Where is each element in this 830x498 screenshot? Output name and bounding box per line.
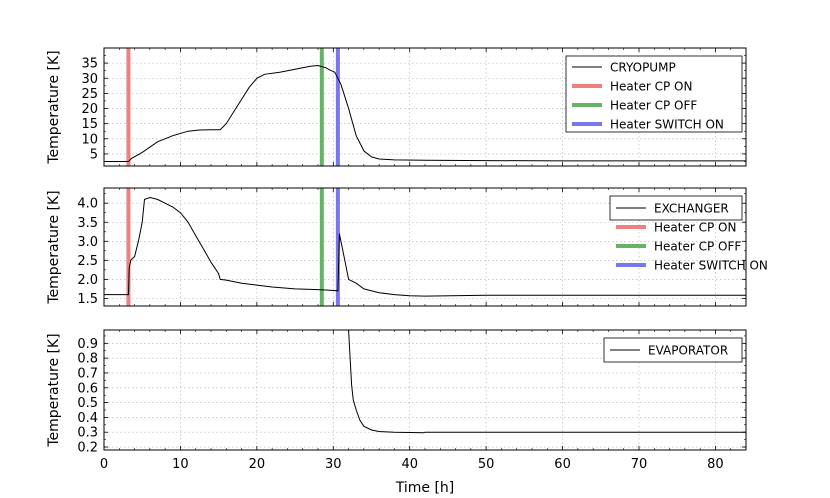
- axes-frame: [103, 187, 747, 307]
- legend-label: Heater CP OFF: [610, 99, 697, 113]
- y-axis-label: Temperature [K]: [46, 333, 62, 447]
- y-tick-label: 3.0: [77, 235, 98, 250]
- x-tick-label: 60: [554, 457, 571, 472]
- series-exchanger: [104, 196, 746, 297]
- y-tick-label: 0.8: [77, 352, 98, 367]
- legend: EVAPORATOR: [603, 337, 743, 363]
- x-tick-label: 30: [325, 457, 342, 472]
- y-tick-label: 10: [81, 132, 98, 147]
- y-tick-label: 25: [81, 87, 98, 102]
- y-tick-label: 0.3: [77, 426, 98, 441]
- chart-panel-2: 1.5 2.0 2.5 3.0 3.5 4.0 Temperature [K] EXCHANG…: [46, 187, 768, 307]
- y-tick-label: 2.0: [77, 273, 98, 288]
- y-axis-label: Temperature [K]: [46, 190, 62, 304]
- y-tick-label: 0.4: [77, 411, 98, 426]
- series-cryopump: [104, 64, 746, 162]
- y-tick-label: 2.5: [77, 254, 98, 269]
- y-axis-label: Temperature [K]: [46, 50, 62, 164]
- legend-box: [565, 55, 743, 133]
- legend-label: Heater SWITCH ON: [610, 118, 724, 132]
- legend-label: Heater CP ON: [654, 221, 736, 235]
- x-tick-label: 50: [478, 457, 495, 472]
- legend: EXCHANGER Heater CP ON Heater CP OFF Heater…: [609, 195, 768, 273]
- y-tick-label: 35: [81, 57, 98, 72]
- x-tick-label: 40: [401, 457, 418, 472]
- axes-frame: [103, 47, 747, 167]
- y-tick-label: 15: [81, 117, 98, 132]
- y-tick-label: 0.6: [77, 381, 98, 396]
- y-tick-label: 0.7: [77, 366, 98, 381]
- legend-label: Heater CP OFF: [654, 240, 741, 254]
- x-tick-label: 70: [631, 457, 648, 472]
- legend-label: EVAPORATOR: [648, 344, 728, 358]
- x-tick-label: 10: [172, 457, 189, 472]
- legend: CRYOPUMP Heater CP ON Heater CP OFF Heater …: [565, 55, 743, 133]
- x-tick-label: 80: [707, 457, 724, 472]
- y-tick-label: 30: [81, 72, 98, 87]
- x-tick-label: 20: [249, 457, 266, 472]
- y-tick-label: 0.5: [77, 396, 98, 411]
- y-tick-label: 0.9: [77, 337, 98, 352]
- legend-label: CRYOPUMP: [610, 61, 676, 75]
- y-tick-label: 5: [90, 147, 98, 162]
- y-tick-label: 3.5: [77, 216, 98, 231]
- y-tick-label: 0.2: [77, 441, 98, 456]
- legend-label: Heater CP ON: [610, 80, 692, 94]
- axes-frame: [103, 329, 747, 451]
- series-evaporator: [348, 330, 746, 434]
- y-tick-label: 4.0: [77, 197, 98, 212]
- y-tick-label: 20: [81, 102, 98, 117]
- y-tick-label: 1.5: [77, 292, 98, 307]
- legend-label: EXCHANGER: [654, 202, 729, 216]
- chart-panel-3: 0.20.30.40.50.60.70.80.9 0 10 20 30 40 50 60 70 8…: [46, 329, 747, 472]
- legend-label: Heater SWITCH ON: [654, 259, 768, 273]
- x-axis-label: Time [h]: [395, 480, 455, 496]
- x-tick-label: 0: [100, 457, 108, 472]
